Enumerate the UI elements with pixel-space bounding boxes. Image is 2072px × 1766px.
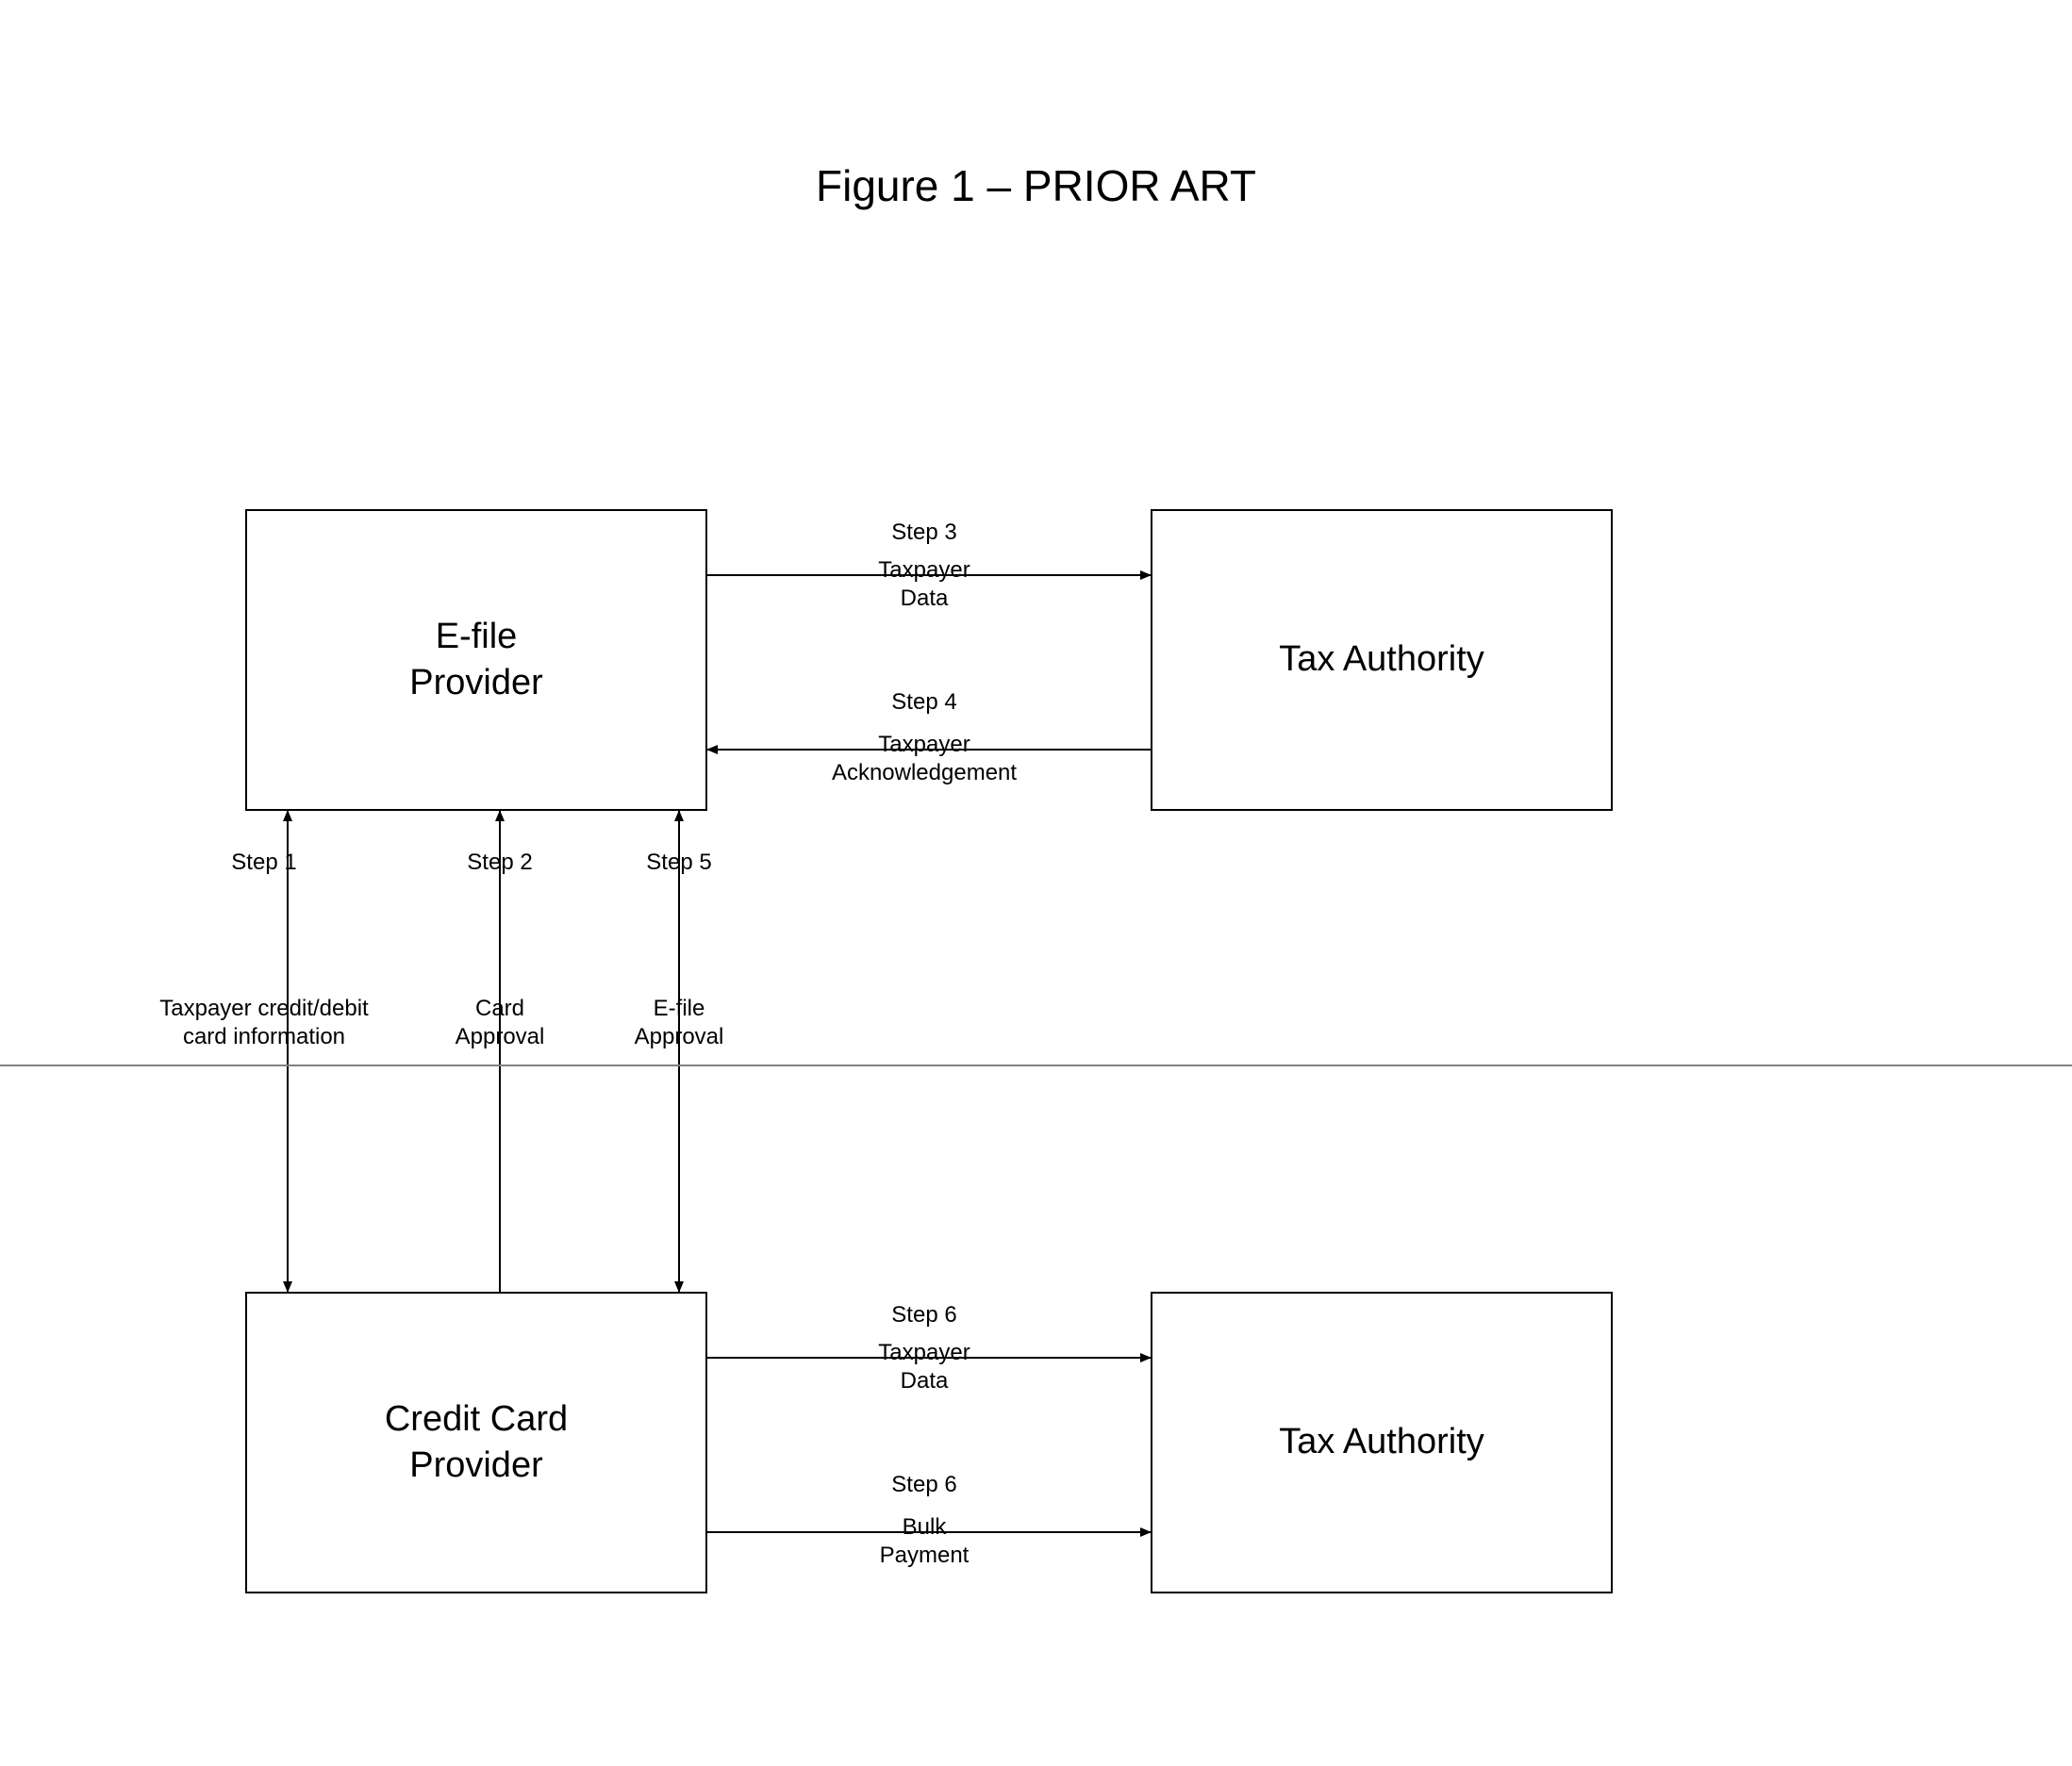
label-step6a-title: Step 6	[754, 1301, 1094, 1329]
figure-title: Figure 1 – PRIOR ART	[0, 160, 2072, 211]
node-label: Tax Authority	[1279, 636, 1484, 683]
label-step5-desc: E-file Approval	[509, 995, 849, 1051]
node-tax-authority-bottom: Tax Authority	[1151, 1292, 1613, 1593]
node-tax-authority-top: Tax Authority	[1151, 509, 1613, 811]
label-step3-title: Step 3	[754, 519, 1094, 547]
node-label: Tax Authority	[1279, 1419, 1484, 1465]
node-label: E-file Provider	[409, 614, 543, 707]
label-step6a-desc: Taxpayer Data	[754, 1339, 1094, 1395]
label-step5-title: Step 5	[509, 849, 849, 877]
node-credit-card-provider: Credit Card Provider	[245, 1292, 707, 1593]
label-step6b-desc: Bulk Payment	[754, 1513, 1094, 1570]
label-step4-title: Step 4	[754, 688, 1094, 717]
label-step6b-title: Step 6	[754, 1471, 1094, 1499]
node-efile-provider: E-file Provider	[245, 509, 707, 811]
label-step3-desc: Taxpayer Data	[754, 556, 1094, 613]
label-step4-desc: Taxpayer Acknowledgement	[754, 731, 1094, 787]
node-label: Credit Card Provider	[385, 1396, 568, 1490]
